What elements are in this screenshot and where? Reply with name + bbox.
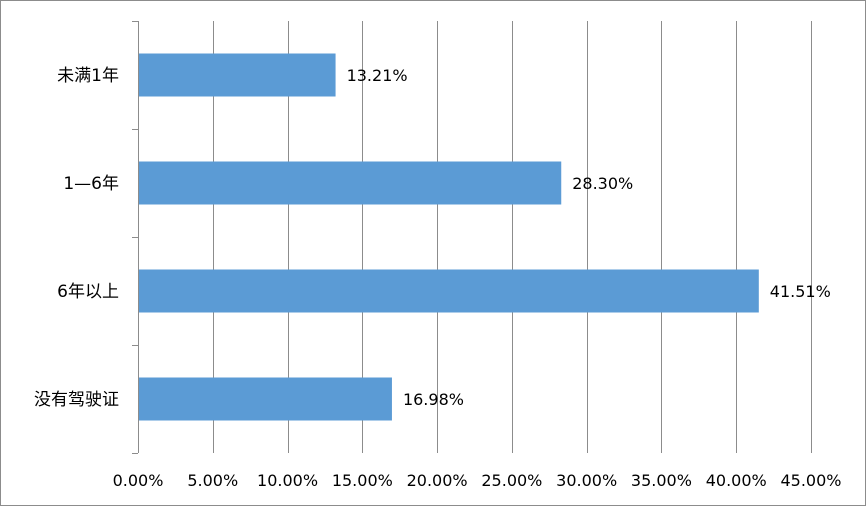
x-tick-label: 10.00% xyxy=(257,471,318,490)
axes xyxy=(132,21,139,454)
x-tick-label: 25.00% xyxy=(481,471,542,490)
category-label: 1—6年 xyxy=(63,174,119,194)
x-tick-label: 40.00% xyxy=(706,471,767,490)
category-label: 未满1年 xyxy=(57,66,119,86)
bar-3 xyxy=(139,269,759,313)
x-tick-label: 0.00% xyxy=(113,471,164,490)
category-label: 没有驾驶证 xyxy=(34,390,119,410)
data-label: 41.51% xyxy=(770,282,831,301)
bars xyxy=(139,53,759,421)
x-tick-label: 35.00% xyxy=(631,471,692,490)
category-label: 6年以上 xyxy=(57,282,119,302)
bar-2 xyxy=(139,161,562,205)
data-label: 13.21% xyxy=(347,66,408,85)
bar-1 xyxy=(139,53,336,97)
x-tick-label: 15.00% xyxy=(332,471,393,490)
bar-4 xyxy=(139,377,392,421)
data-label: 16.98% xyxy=(403,390,464,409)
x-tick-label: 30.00% xyxy=(556,471,617,490)
labels: 未满1年 13.21% 1—6年 28.30% 6年以上 41.51% 没有驾驶证 16.98… xyxy=(34,66,842,490)
data-label: 28.30% xyxy=(572,174,633,193)
x-tick-label: 45.00% xyxy=(780,471,841,490)
x-tick-label: 20.00% xyxy=(407,471,468,490)
x-tick-label: 5.00% xyxy=(187,471,238,490)
